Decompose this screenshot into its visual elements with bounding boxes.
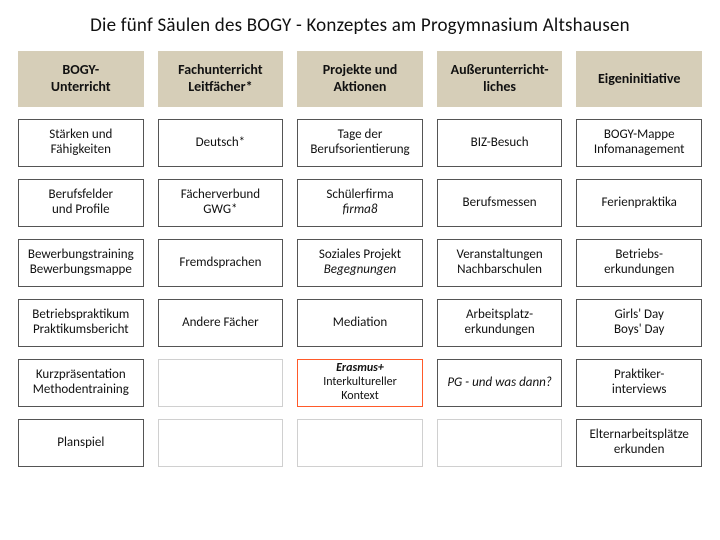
- cell-text: Kontext: [323, 390, 397, 404]
- cell: Betriebspraktikum Praktikumsbericht: [18, 299, 144, 347]
- column-header: BOGY- Unterricht: [18, 51, 144, 107]
- cell: Berufsfelder und Profile: [18, 179, 144, 227]
- cell-text: Betriebs-: [604, 248, 674, 263]
- cell-text: Bewerbungstraining: [28, 248, 134, 263]
- cell-text: Deutsch*: [196, 135, 246, 150]
- cell-text: Stärken und: [49, 128, 112, 143]
- cell: Praktiker- interviews: [576, 359, 702, 407]
- cell-text: erkundungen: [464, 323, 534, 338]
- header-line: Außerunterricht-: [451, 61, 549, 78]
- cell-text: Veranstaltungen: [456, 248, 542, 263]
- cell: Veranstaltungen Nachbarschulen: [437, 239, 563, 287]
- cell: Arbeitsplatz- erkundungen: [437, 299, 563, 347]
- cell-text: Interkultureller: [323, 376, 397, 390]
- header-line: BOGY-: [62, 61, 99, 78]
- header-line: Projekte und: [323, 61, 398, 78]
- cell-text: Arbeitsplatz-: [464, 308, 534, 323]
- header-line: Fachunterricht: [178, 61, 262, 78]
- cell-text: firma8: [326, 203, 393, 218]
- grid: BOGY- Unterricht Fachunterricht Leitfäch…: [18, 51, 702, 467]
- cell-text: Schülerfirma: [326, 188, 393, 203]
- cell-text: erkundungen: [604, 263, 674, 278]
- page: Die fünf Säulen des BOGY - Konzeptes am …: [0, 0, 720, 540]
- column-header: Außerunterricht- liches: [437, 51, 563, 107]
- cell: Andere Fächer: [158, 299, 284, 347]
- cell: Mediation: [297, 299, 423, 347]
- cell-text: Praktiker-: [612, 368, 667, 383]
- cell-text: Soziales Projekt: [319, 248, 401, 263]
- cell-text: PG - und was dann?: [447, 375, 552, 390]
- header-line: Unterricht: [51, 78, 111, 95]
- cell: Elternarbeitsplätze erkunden: [576, 419, 702, 467]
- cell-text: Kurzpräsentation: [33, 368, 129, 383]
- cell-text: Berufsfelder: [49, 188, 114, 203]
- cell-text: Mediation: [333, 315, 387, 330]
- cell: BOGY-Mappe Infomanagement: [576, 119, 702, 167]
- cell-text: BOGY-Mappe: [594, 128, 685, 143]
- cell-text: Tage der: [310, 128, 409, 143]
- cell-text: Boys' Day: [614, 323, 664, 338]
- cell-text: Ferienpraktika: [601, 195, 676, 210]
- column-header: Eigeninitiative: [576, 51, 702, 107]
- header-line: liches: [483, 78, 516, 95]
- cell: Kurzpräsentation Methodentraining: [18, 359, 144, 407]
- highlight-cell: Erasmus+ Interkultureller Kontext: [297, 359, 423, 407]
- cell: Girls' Day Boys' Day: [576, 299, 702, 347]
- cell-text: interviews: [612, 383, 667, 398]
- cell-text: GWG*: [181, 203, 260, 218]
- cell-text: Berufsmessen: [463, 195, 537, 210]
- header-line: Eigeninitiative: [598, 70, 680, 87]
- cell-text: Berufsorientierung: [310, 143, 409, 158]
- cell: Soziales Projekt Begegnungen: [297, 239, 423, 287]
- cell: Schülerfirma firma8: [297, 179, 423, 227]
- cell-text: Fähigkeiten: [49, 143, 112, 158]
- cell-text: Fremdsprachen: [179, 255, 261, 270]
- empty-cell: [158, 359, 284, 407]
- cell: Fremdsprachen: [158, 239, 284, 287]
- cell-text: Praktikumsbericht: [32, 323, 129, 338]
- page-title: Die fünf Säulen des BOGY - Konzeptes am …: [18, 14, 702, 37]
- cell: PG - und was dann?: [437, 359, 563, 407]
- cell-text: Fächerverbund: [181, 188, 260, 203]
- cell-text: BIZ-Besuch: [471, 135, 529, 150]
- cell: Tage der Berufsorientierung: [297, 119, 423, 167]
- cell: Fächerverbund GWG*: [158, 179, 284, 227]
- cell: BIZ-Besuch: [437, 119, 563, 167]
- empty-cell: [158, 419, 284, 467]
- cell-text: Begegnungen: [319, 263, 401, 278]
- cell-text: Girls' Day: [614, 308, 664, 323]
- cell-text: Nachbarschulen: [456, 263, 542, 278]
- cell: Betriebs- erkundungen: [576, 239, 702, 287]
- cell: Deutsch*: [158, 119, 284, 167]
- cell-text: Bewerbungsmappe: [28, 263, 134, 278]
- cell: Ferienpraktika: [576, 179, 702, 227]
- cell: Bewerbungstraining Bewerbungsmappe: [18, 239, 144, 287]
- header-line: Aktionen: [334, 78, 387, 95]
- cell: Berufsmessen: [437, 179, 563, 227]
- column-header: Fachunterricht Leitfächer*: [158, 51, 284, 107]
- column-header: Projekte und Aktionen: [297, 51, 423, 107]
- empty-cell: [297, 419, 423, 467]
- cell-text: Infomanagement: [594, 143, 685, 158]
- cell: Stärken und Fähigkeiten: [18, 119, 144, 167]
- cell-text: Methodentraining: [33, 383, 129, 398]
- cell-text: Elternarbeitsplätze: [589, 428, 688, 443]
- cell-text: Planspiel: [57, 435, 104, 450]
- cell: Planspiel: [18, 419, 144, 467]
- cell-text: Erasmus+: [323, 362, 397, 376]
- header-line: Leitfächer*: [188, 78, 252, 95]
- cell-text: erkunden: [589, 443, 688, 458]
- empty-cell: [437, 419, 563, 467]
- cell-text: Andere Fächer: [182, 315, 259, 330]
- cell-text: und Profile: [49, 203, 114, 218]
- cell-text: Betriebspraktikum: [32, 308, 129, 323]
